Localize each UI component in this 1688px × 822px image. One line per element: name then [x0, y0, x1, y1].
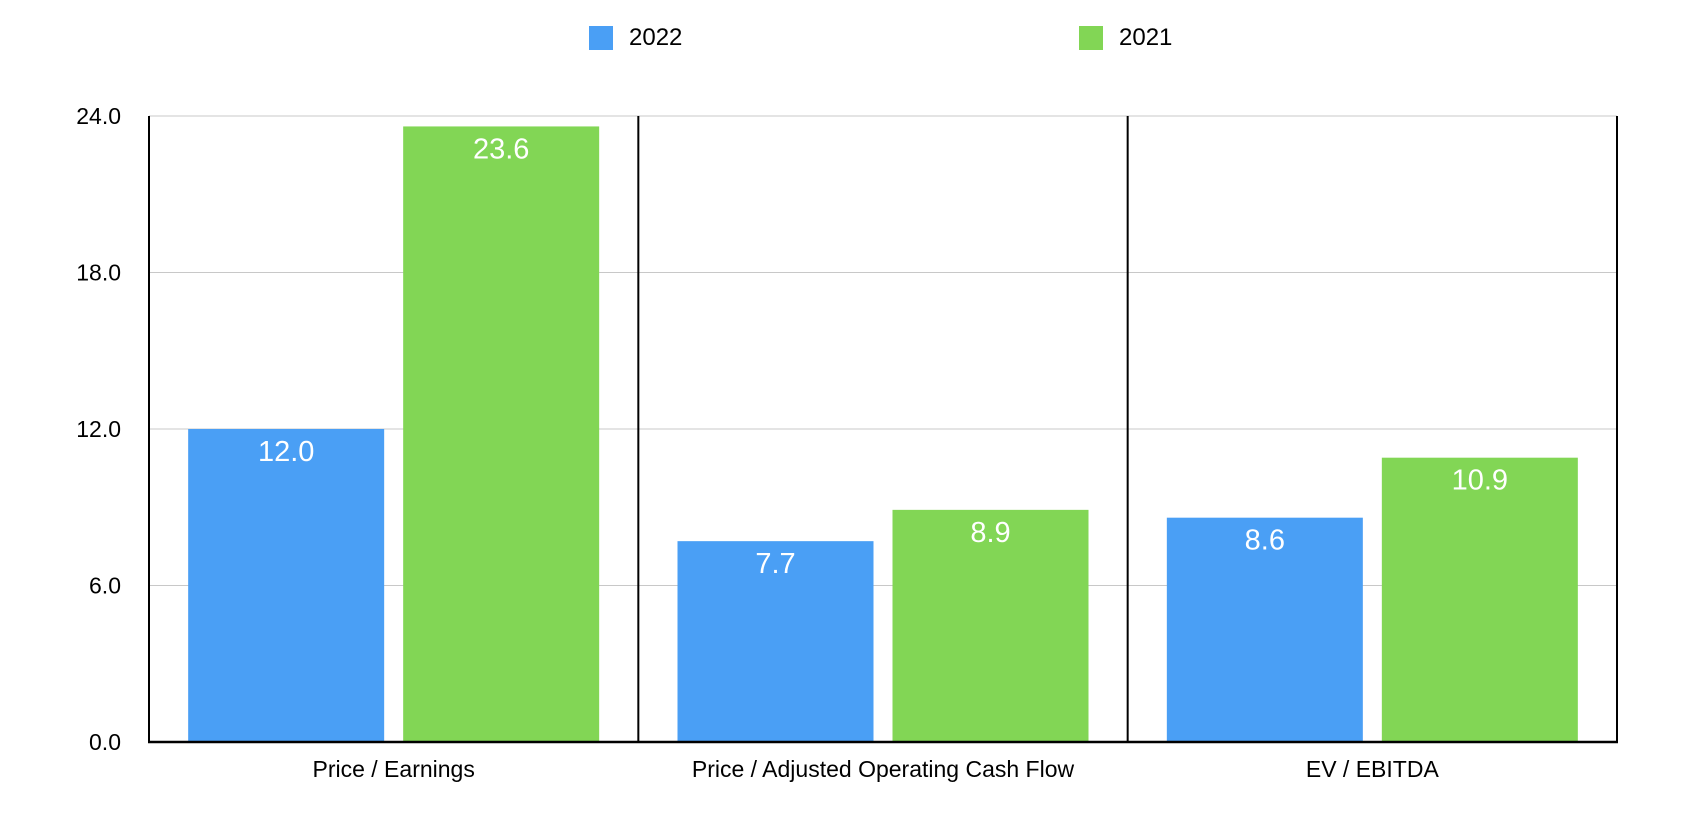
legend-item-2022: 2022 [589, 22, 682, 54]
x-tick-label: Price / Earnings [312, 756, 474, 782]
bar-2021-price-adjusted-operating-cash-flow [892, 509, 1089, 742]
x-axis-ticks: Price / Earnings Price / Adjusted Operati… [312, 756, 1439, 782]
bar-2022-price-adjusted-operating-cash-flow [677, 541, 874, 742]
legend: 2022 2021 [0, 22, 1688, 54]
data-label-2021-price-earnings: 23.6 [473, 133, 529, 165]
x-tick-label: EV / EBITDA [1306, 756, 1440, 782]
legend-swatch-2021 [1079, 26, 1103, 50]
data-label-2021-ev-ebitda: 10.9 [1452, 465, 1508, 497]
y-tick-label: 6.0 [89, 573, 121, 599]
y-tick-label: 12.0 [76, 416, 121, 442]
bar-2021-ev-ebitda [1381, 457, 1578, 742]
legend-item-2021: 2021 [1079, 22, 1172, 54]
y-tick-label: 0.0 [89, 729, 121, 755]
bar-2022-price-earnings [188, 429, 385, 742]
legend-label-2022: 2022 [629, 24, 683, 51]
data-label-2021-price-adjusted-operating-cash-flow: 8.9 [970, 517, 1010, 549]
legend-label-2021: 2021 [1119, 24, 1173, 51]
gridlines [149, 115, 1617, 586]
y-tick-label: 18.0 [76, 260, 121, 286]
data-labels: 12.0 23.6 7.7 8.9 8.6 10.9 [258, 133, 1508, 580]
bars [188, 126, 1578, 742]
bar-2022-ev-ebitda [1166, 517, 1363, 742]
data-label-2022-price-adjusted-operating-cash-flow: 7.7 [755, 548, 795, 580]
data-label-2022-ev-ebitda: 8.6 [1245, 525, 1285, 557]
axes [148, 116, 1618, 744]
x-tick-label: Price / Adjusted Operating Cash Flow [692, 756, 1075, 782]
data-label-2022-price-earnings: 12.0 [258, 436, 314, 468]
bar-2021-price-earnings [403, 126, 600, 742]
legend-swatch-2022 [589, 26, 613, 50]
y-axis-ticks: 0.0 6.0 12.0 18.0 24.0 [76, 103, 121, 755]
y-tick-label: 24.0 [76, 103, 121, 129]
